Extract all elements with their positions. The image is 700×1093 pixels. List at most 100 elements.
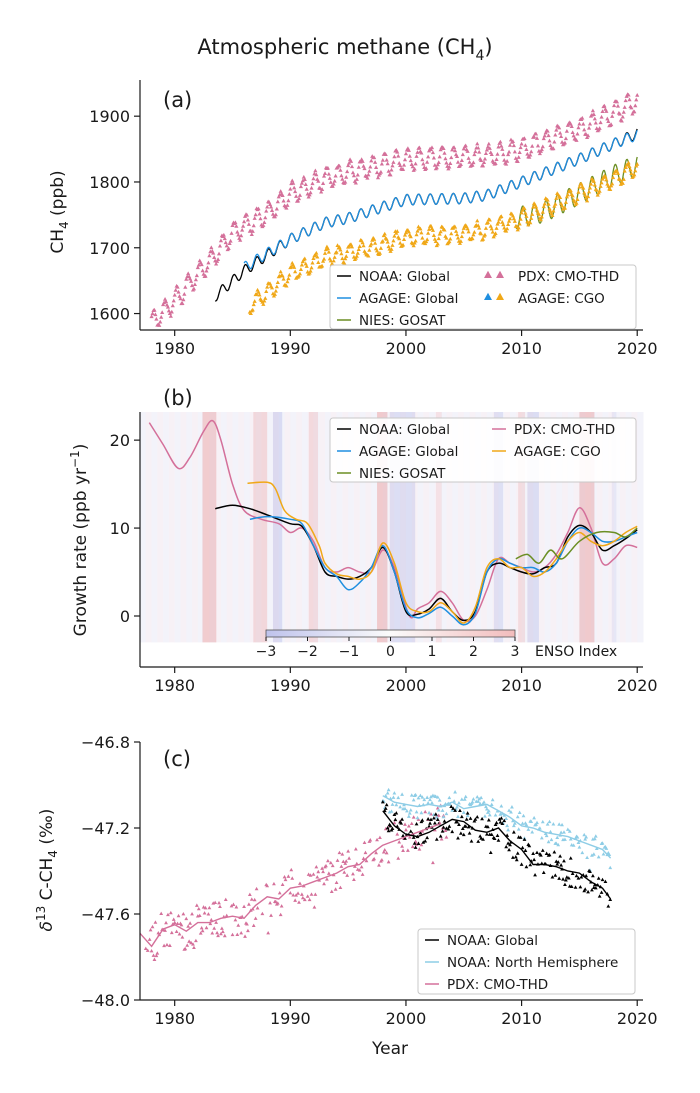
panel-a-agage-cgo-marker bbox=[584, 195, 589, 200]
panel-a-pdx-cmo-thd-marker bbox=[467, 159, 472, 164]
panel-c-noaa-global-marker bbox=[485, 824, 490, 829]
enso-background-strip bbox=[325, 412, 332, 643]
panel-a-agage-cgo-marker bbox=[542, 201, 547, 206]
panel-a-pdx-cmo-thd-marker bbox=[384, 157, 389, 162]
panel-c-noaa-north-hemisphere-marker bbox=[489, 802, 494, 807]
panel-a-pdx-cmo-thd-marker bbox=[610, 114, 615, 118]
panel-c-pdx-cmo-thd-marker bbox=[172, 920, 177, 925]
panel-c-pdx-cmo-thd-marker bbox=[249, 897, 254, 901]
panel-a-pdx-cmo-thd-marker bbox=[388, 172, 393, 177]
panel-c-noaa-north-hemisphere-marker bbox=[425, 795, 430, 799]
panel-a-pdx-cmo-thd-marker bbox=[530, 143, 535, 148]
panel-c-noaa-global-marker bbox=[388, 823, 393, 828]
panel-c-noaa-global-marker bbox=[532, 857, 537, 862]
enso-background-strip bbox=[203, 412, 210, 643]
panel-a-pdx-cmo-thd-marker bbox=[612, 103, 617, 108]
panel-c-noaa-north-hemisphere-marker bbox=[499, 804, 504, 808]
panel-a-agage-cgo-marker bbox=[496, 219, 501, 224]
panel-c-noaa-global-marker bbox=[507, 847, 511, 852]
panel-a-agage-cgo-marker bbox=[286, 276, 291, 281]
panel-a-pdx-cmo-thd-marker bbox=[257, 211, 262, 216]
panel-a-pdx-cmo-thd-marker bbox=[554, 127, 559, 132]
enso-background-strip bbox=[625, 412, 632, 643]
panel-a-agage-cgo-marker bbox=[257, 292, 262, 297]
panel-a-pdx-cmo-thd-marker bbox=[447, 164, 452, 169]
panel-c-noaa-global-marker bbox=[568, 856, 573, 860]
panel-c-noaa-global-line bbox=[382, 810, 612, 900]
panel-c-noaa-global-marker bbox=[399, 821, 404, 825]
panel-a-pdx-cmo-thd-marker bbox=[200, 268, 205, 273]
panel-a-agage-cgo-marker bbox=[627, 164, 632, 169]
panel-a-agage-cgo-marker bbox=[418, 226, 423, 231]
enso-colorbar: −3 −2 −1 0 1 2 3 ENSO Index bbox=[256, 629, 617, 660]
panel-a-agage-cgo-marker bbox=[623, 165, 628, 170]
panel-a-pdx-cmo-thd-marker bbox=[563, 136, 569, 141]
panel-c-noaa-north-hemisphere-marker bbox=[435, 795, 440, 799]
panel-c-noaa-north-hemisphere-marker bbox=[608, 865, 613, 870]
panel-c-noaa-global-marker bbox=[475, 814, 480, 819]
panel-a-agage-cgo-marker bbox=[390, 243, 395, 247]
panel-a-pdx-cmo-thd-marker bbox=[548, 143, 553, 148]
panel-a-pdx-cmo-thd-marker bbox=[541, 136, 546, 141]
panel-c-pdx-cmo-thd-marker bbox=[326, 871, 331, 875]
panel-c-noaa-north-hemisphere-marker bbox=[389, 809, 394, 813]
panel-a-pdx-cmo-thd-marker bbox=[504, 161, 509, 166]
enso-background-strip bbox=[238, 412, 245, 643]
panel-c-pdx-cmo-thd-marker bbox=[143, 946, 148, 950]
panel-b-x-tick-label: 2020 bbox=[617, 676, 658, 695]
panel-a-pdx-cmo-thd-marker bbox=[448, 161, 453, 166]
panel-a-agage-cgo-marker bbox=[442, 227, 447, 232]
panel-c-pdx-cmo-thd-marker bbox=[419, 842, 424, 847]
panel-a-agage-cgo-marker bbox=[539, 214, 544, 219]
panel-c-noaa-global-marker bbox=[476, 839, 481, 843]
panel-a-pdx-cmo-thd-marker bbox=[180, 301, 185, 305]
panel-a-agage-cgo-marker bbox=[378, 246, 383, 250]
panel-c-noaa-north-hemisphere-marker bbox=[452, 799, 457, 803]
panel-b-label: (b) bbox=[163, 386, 193, 410]
enso-background-strip bbox=[590, 412, 598, 643]
panel-c-pdx-cmo-thd-marker bbox=[206, 912, 211, 916]
panel-a-pdx-cmo-thd-marker bbox=[170, 303, 175, 308]
panel-a-agage-cgo-marker bbox=[633, 168, 638, 173]
panel-c-y-tick-label: −48.0 bbox=[81, 991, 130, 1010]
panel-a-pdx-cmo-thd-marker bbox=[525, 151, 530, 156]
panel-a-pdx-cmo-thd-marker bbox=[512, 149, 517, 154]
panel-c-noaa-north-hemisphere-marker bbox=[590, 853, 594, 857]
panel-c-noaa-global-marker bbox=[559, 863, 563, 867]
panel-a-pdx-cmo-thd-marker bbox=[558, 130, 563, 135]
panel-c-noaa-north-hemisphere-marker bbox=[415, 815, 420, 820]
panel-a-agage-cgo-marker bbox=[273, 288, 278, 293]
panel-a-pdx-cmo-thd-marker bbox=[253, 212, 258, 217]
panel-c-pdx-cmo-thd-marker bbox=[345, 873, 350, 877]
panel-a-y-tick-label: 1900 bbox=[89, 107, 130, 126]
panel-c-noaa-north-hemisphere-marker bbox=[411, 798, 416, 802]
panel-c-noaa-global-marker bbox=[429, 817, 433, 822]
panel-c-noaa-global-marker bbox=[413, 845, 418, 849]
panel-c-pdx-cmo-thd-marker bbox=[150, 924, 155, 929]
panel-a-pdx-cmo-thd-marker bbox=[481, 160, 487, 164]
panel-c-noaa-north-hemisphere-marker bbox=[505, 823, 510, 828]
panel-c-noaa-global-marker bbox=[459, 814, 464, 819]
panel-a-pdx-cmo-thd-marker bbox=[506, 149, 512, 154]
panel-a-pdx-cmo-thd-marker bbox=[191, 286, 197, 291]
panel-c-pdx-cmo-thd-marker bbox=[186, 924, 191, 928]
panel-c-pdx-cmo-thd-marker bbox=[305, 894, 310, 898]
panel-c-noaa-north-hemisphere-marker bbox=[567, 829, 572, 833]
panel-c-pdx-cmo-thd-marker bbox=[215, 930, 219, 935]
panel-a-pdx-cmo-thd-marker bbox=[397, 160, 402, 165]
panel-a-x-tick-label: 2020 bbox=[617, 339, 658, 358]
panel-a-pdx-cmo-thd-marker bbox=[235, 229, 240, 234]
panel-b-nies-gosat-line bbox=[515, 527, 638, 564]
panel-a-agage-cgo-marker bbox=[281, 276, 286, 281]
panel-c-noaa-global-marker bbox=[498, 820, 503, 824]
panel-a-agage-cgo-marker bbox=[293, 269, 298, 274]
panel-a-agage-cgo-marker bbox=[275, 280, 280, 284]
panel-c-noaa-north-hemisphere-marker bbox=[593, 834, 598, 838]
panel-c-noaa-north-hemisphere-marker bbox=[546, 839, 551, 844]
panel-a-agage-cgo-marker bbox=[408, 234, 413, 239]
panel-c-pdx-cmo-thd-marker bbox=[247, 892, 252, 897]
panel-a-pdx-cmo-thd-marker bbox=[516, 155, 521, 159]
panel-c-pdx-cmo-thd-marker bbox=[374, 850, 378, 855]
panel-a-agage-cgo-marker bbox=[297, 271, 303, 276]
enso-background-strip bbox=[180, 412, 187, 643]
